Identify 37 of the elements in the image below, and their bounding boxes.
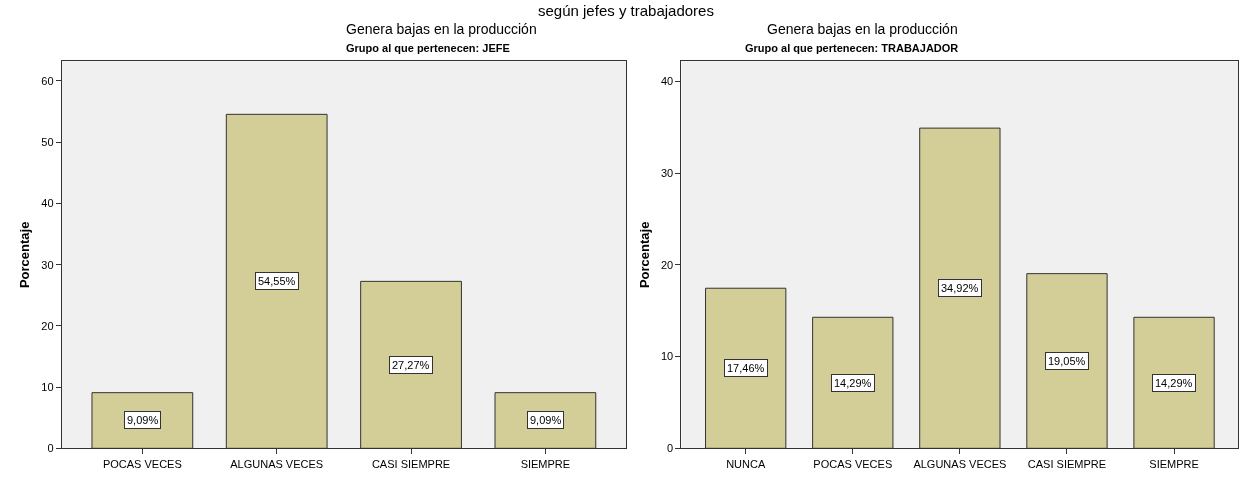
data-label: 54,55% [258, 275, 296, 287]
y-tick-label: 40 [41, 197, 54, 210]
y-axis-title: Porcentaje [17, 221, 33, 289]
chart-title: Genera bajas en la producción [346, 21, 537, 37]
chart-title: Genera bajas en la producción [767, 21, 958, 37]
y-tick-label: 20 [660, 258, 674, 271]
y-axis-title: Porcentaje [636, 221, 652, 289]
x-tick-label: ALGUNAS VECES [913, 457, 1007, 470]
y-tick-label: 0 [667, 442, 674, 455]
data-label: 34,92% [941, 282, 979, 294]
data-label: 14,29% [834, 377, 872, 389]
y-tick-label: 0 [47, 442, 54, 455]
data-label: 14,29% [1155, 377, 1193, 389]
x-tick-label: ALGUNAS VECES [230, 457, 324, 470]
x-tick-label: POCAS VECES [813, 457, 893, 470]
y-tick-label: 50 [41, 136, 54, 149]
x-tick-label: CASI SIEMPRE [371, 457, 451, 470]
y-tick-label: 10 [660, 350, 674, 363]
x-tick-label: CASI SIEMPRE [1027, 457, 1107, 470]
y-tick-label: 30 [660, 167, 674, 180]
x-tick-label: SIEMPRE [520, 457, 571, 470]
data-label: 9,09% [530, 414, 562, 426]
text: según jefes y trabajadores [538, 2, 714, 19]
chart-subtitle: Grupo al que pertenecen: JEFE [346, 42, 510, 54]
chart-subtitle: Grupo al que pertenecen: TRABAJADOR [745, 42, 959, 54]
y-tick-label: 30 [41, 258, 54, 271]
data-label: 27,27% [392, 359, 430, 371]
x-tick-label: POCAS VECES [102, 457, 182, 470]
y-tick-label: 40 [660, 75, 674, 88]
x-tick-label: SIEMPRE [1149, 457, 1199, 470]
data-label: 17,46% [727, 362, 765, 374]
x-tick-label: NUNCA [726, 457, 766, 470]
y-tick-label: 60 [41, 74, 54, 87]
data-label: 19,05% [1048, 355, 1086, 367]
y-tick-label: 10 [41, 380, 54, 393]
y-tick-label: 20 [41, 319, 54, 332]
data-label: 9,09% [127, 414, 159, 426]
